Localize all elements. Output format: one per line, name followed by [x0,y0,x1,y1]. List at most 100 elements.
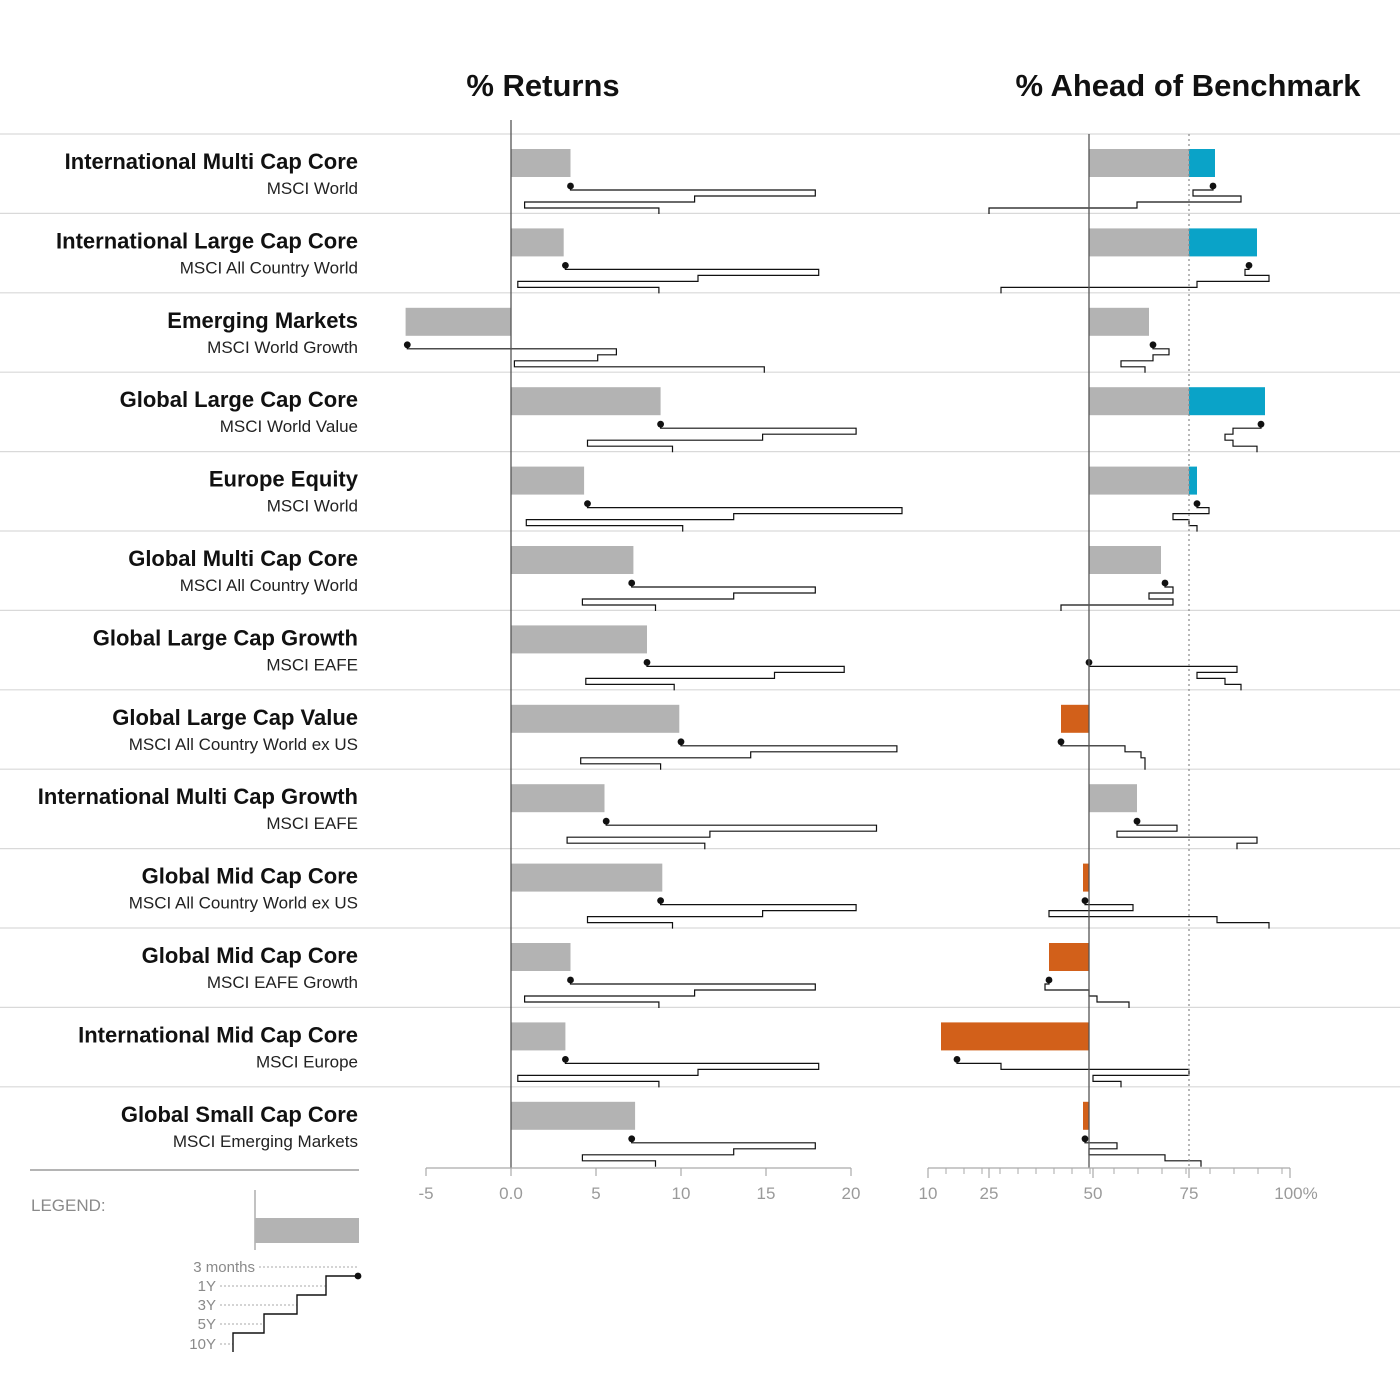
fund-name: International Multi Cap Core [65,149,358,174]
returns-bar-3m [511,784,605,813]
ahead-staircase [1088,662,1242,691]
fund-rows: International Multi Cap Core MSCI World In… [0,133,1400,1167]
fund-name: Global Mid Cap Core [142,864,358,889]
ahead-bar-3m [1089,149,1189,177]
ahead-tick-label: 75 [1180,1184,1199,1203]
benchmark-name: MSCI Emerging Markets [173,1132,358,1151]
returns-bar-3m [511,1101,636,1130]
ahead-staircase [1048,900,1270,929]
returns-tick-label: 5 [591,1184,600,1203]
returns-bar-3m [511,863,663,892]
returns-tick-label: 0.0 [499,1184,523,1203]
ahead-bar-below-baseline [1083,863,1089,892]
ahead-bar-below-baseline [1061,704,1089,733]
ahead-staircase [1044,980,1130,1008]
legend-title: LEGEND: [31,1196,106,1215]
benchmark-name: MSCI World [267,179,358,198]
returns-staircase [525,503,903,532]
fund-row: International Mid Cap Core MSCI Europe [78,1022,1190,1088]
fund-name: Global Large Cap Core [120,387,358,412]
returns-staircase [586,424,857,453]
benchmark-name: MSCI All Country World [180,576,358,595]
legend-label: 10Y [189,1336,216,1353]
ahead-panel-title: % Ahead of Benchmark [1015,68,1361,103]
legend-label: 1Y [198,1278,216,1295]
ahead-staircase [1172,503,1210,532]
ahead-staircase [1120,344,1170,373]
benchmark-name: MSCI All Country World [180,258,358,277]
returns-dot-1y [602,817,610,825]
fund-name: Global Large Cap Growth [93,625,358,650]
ahead-staircase [1060,741,1146,770]
fund-name: Global Small Cap Core [121,1102,358,1127]
ahead-bar-above-reference [1189,149,1215,177]
ahead-bar-below-baseline [941,1022,1089,1051]
fund-name: International Mid Cap Core [78,1022,358,1047]
ahead-bar-above-reference [1189,387,1265,416]
ahead-bar-below-baseline [1049,943,1089,971]
fund-row: Global Mid Cap Core MSCI EAFE Growth [142,943,1130,1008]
fund-name: Europe Equity [209,467,359,492]
legend-staircase [232,1275,358,1352]
ahead-tick-label: 50 [1084,1184,1103,1203]
returns-staircase [406,344,765,373]
fund-row: Global Large Cap Growth MSCI EAFE [93,625,1242,691]
returns-staircase [524,186,816,214]
returns-bar-3m [511,149,571,177]
benchmark-name: MSCI EAFE Growth [207,973,358,992]
fund-name: International Multi Cap Growth [38,784,358,809]
returns-bar-3m [511,228,564,257]
returns-staircase [517,1059,820,1088]
benchmark-name: MSCI All Country World ex US [129,735,358,754]
returns-staircase [586,900,857,929]
legend-label: 5Y [198,1316,216,1333]
ahead-dot-1y [1133,817,1141,825]
benchmark-name: MSCI All Country World ex US [129,894,358,913]
fund-name: Global Large Cap Value [112,705,358,730]
benchmark-name: MSCI World Growth [207,338,358,357]
benchmark-name: MSCI EAFE [266,655,358,674]
returns-bar-3m [511,625,647,654]
ahead-staircase [988,186,1242,214]
fund-row: Global Small Cap Core MSCI Emerging Marke… [121,1101,1202,1167]
ahead-bar-3m [1089,466,1189,495]
returns-bar-3m [511,466,585,495]
benchmark-name: MSCI EAFE [266,814,358,833]
ahead-bar-3m [1089,387,1189,416]
returns-bar-3m [511,546,634,574]
ahead-tick-label: 10 [919,1184,938,1203]
ahead-bar-3m [1089,546,1161,574]
returns-bar-3m [511,704,680,733]
returns-staircase [580,741,898,770]
legend-label: 3Y [198,1297,216,1314]
ahead-staircase [956,1059,1190,1088]
returns-tick-label: 20 [842,1184,861,1203]
returns-staircase [517,265,820,294]
axes: -5 0.0 5 10 15 20 10 25 50 75 100% [418,120,1318,1203]
benchmark-name: MSCI Europe [256,1052,358,1071]
returns-staircase [581,1138,816,1167]
returns-tick-label: 15 [757,1184,776,1203]
ahead-bar-above-reference [1189,466,1197,495]
ahead-staircase [1060,583,1174,611]
returns-bar-3m [511,387,661,416]
returns-bar-3m [511,1022,566,1051]
ahead-tick-label: 25 [980,1184,999,1203]
returns-staircase [581,583,816,611]
ahead-tick-label: 100% [1274,1184,1317,1203]
legend-label: 3 months [193,1259,255,1276]
legend: LEGEND: 3 months 1Y 3Y 5Y 10Y [30,1169,362,1353]
fund-row: Global Large Cap Value MSCI All Country W… [112,704,1146,770]
fund-name: Emerging Markets [167,308,358,333]
ahead-staircase [1084,1138,1202,1167]
benchmark-name: MSCI World [267,497,358,516]
ahead-bar-3m [1089,307,1149,336]
returns-tick-label: 10 [672,1184,691,1203]
ahead-staircase [1116,821,1258,850]
returns-bar-3m [511,943,571,971]
fund-row: International Large Cap Core MSCI All Cou… [56,228,1270,294]
ahead-dot-1y [1057,738,1065,746]
fund-row: Emerging Markets MSCI World Growth [167,307,1170,373]
ahead-bar-3m [1089,228,1189,257]
returns-tick-label: -5 [418,1184,433,1203]
